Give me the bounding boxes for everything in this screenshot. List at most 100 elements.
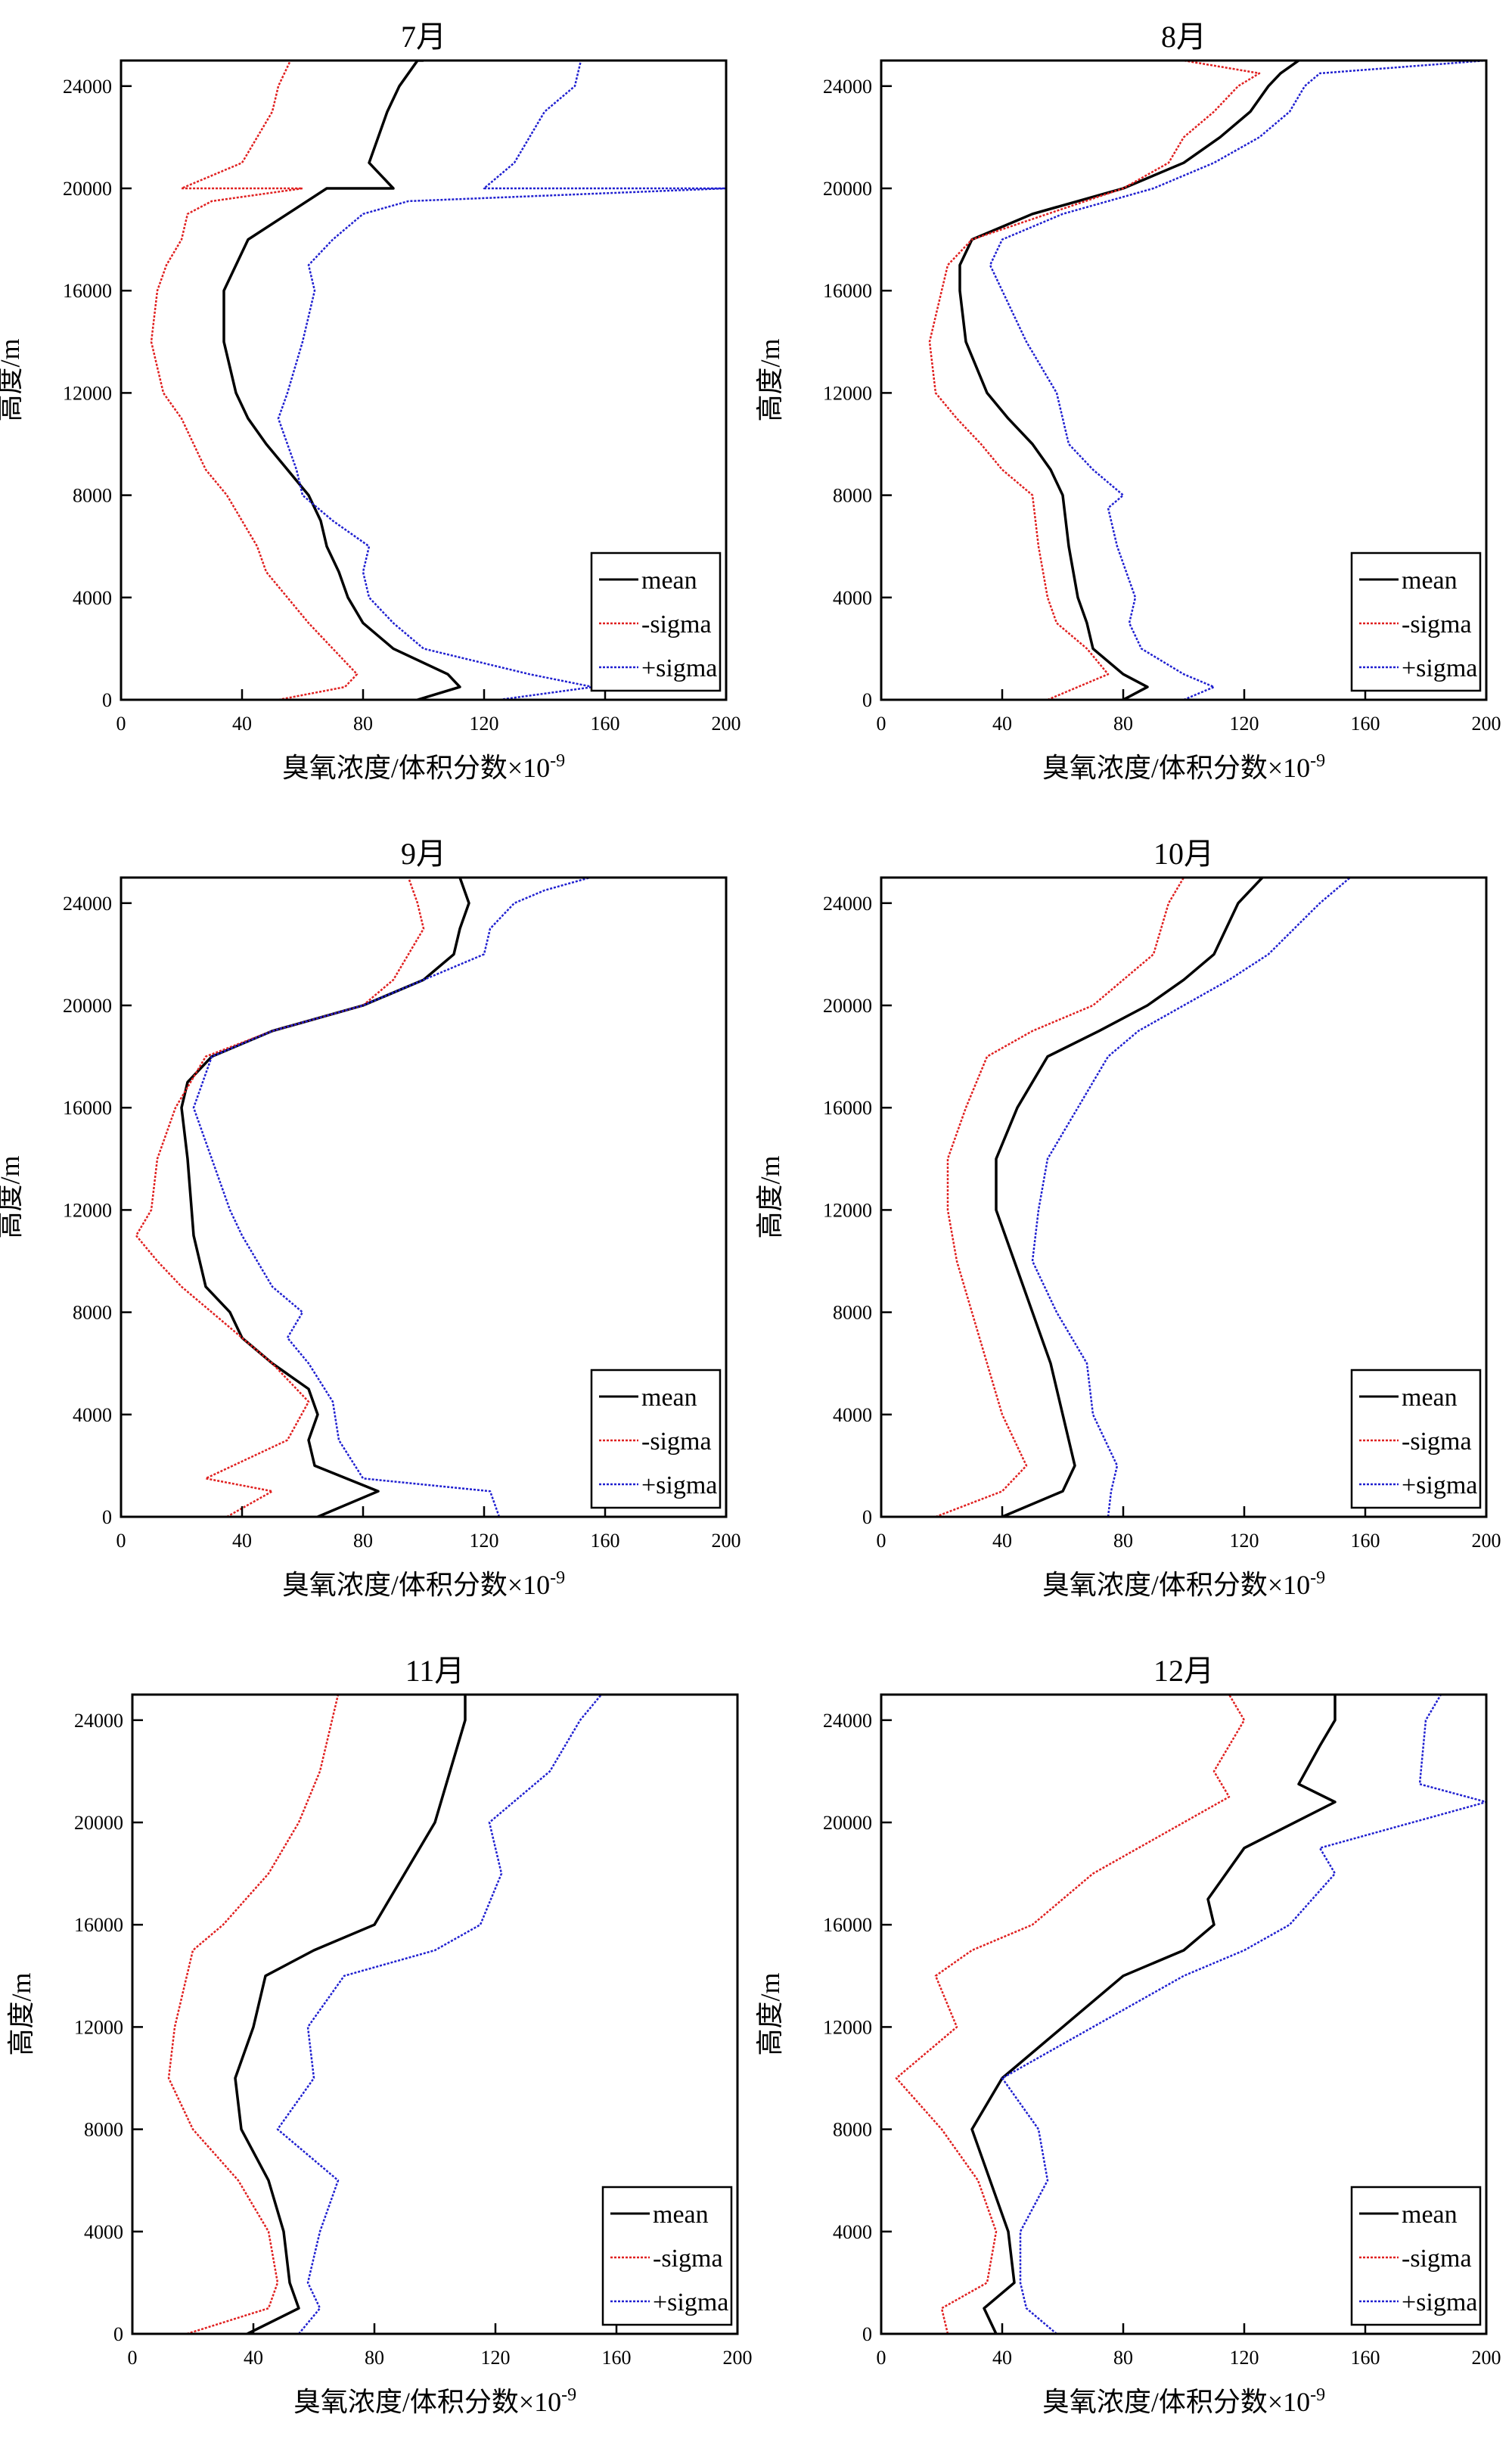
legend-box	[590, 1369, 722, 1509]
legend: mean -sigma +sigma	[1350, 2186, 1482, 2326]
series-line-minus-sigma	[935, 878, 1185, 1517]
y-tick-label: 24000	[63, 76, 112, 98]
x-axis-label-exponent: -9	[550, 751, 565, 771]
series-line-mean	[222, 61, 461, 700]
chart-4: 0 40 80 120 160 200 0 4000 8000 12000 16000 20000 24…	[755, 837, 1501, 1600]
x-tick-label: 120	[470, 713, 499, 735]
x-tick-label: 40	[232, 1530, 252, 1552]
legend: mean -sigma +sigma	[590, 1369, 722, 1509]
x-tick-label: 0	[877, 713, 886, 735]
chart-title: 12月	[1153, 1654, 1214, 1688]
plot-frame	[131, 1693, 739, 2335]
y-tick-label: 4000	[833, 1404, 872, 1426]
x-axis-label-exponent: -9	[550, 1568, 565, 1588]
x-tick-label: 40	[992, 713, 1012, 735]
series-line-minus-sigma	[167, 1695, 340, 2334]
x-axis-label: 臭氧浓度/体积分数×10-9	[1042, 2385, 1325, 2417]
y-tick-label: 12000	[63, 1199, 112, 1221]
y-tick-label: 4000	[84, 2221, 123, 2243]
legend-label: -sigma	[653, 2245, 723, 2273]
x-tick-label: 0	[116, 1530, 126, 1552]
y-tick-label: 12000	[74, 2016, 123, 2038]
chart-title: 7月	[401, 20, 446, 54]
y-tick-label: 16000	[74, 1914, 123, 1936]
y-tick-label: 8000	[833, 485, 872, 507]
x-axis-label-main: 臭氧浓度/体积分数×10	[1042, 2387, 1310, 2417]
x-tick-label: 120	[1230, 2347, 1259, 2369]
x-tick-label: 0	[877, 2347, 886, 2369]
x-tick-label: 80	[353, 713, 373, 735]
x-tick-label: 200	[712, 713, 741, 735]
x-axis-label: 臭氧浓度/体积分数×10-9	[282, 1568, 565, 1600]
y-tick-label: 8000	[84, 2119, 123, 2141]
plot-frame	[880, 876, 1488, 1518]
chart-title: 8月	[1161, 20, 1206, 54]
legend-label: +sigma	[1402, 654, 1477, 682]
y-tick-label: 20000	[63, 178, 112, 200]
y-axis-label: 高度/m	[6, 1972, 36, 2055]
legend-label: -sigma	[1402, 2245, 1472, 2273]
y-tick-label: 8000	[73, 1302, 112, 1324]
y-axis-label: 高度/m	[0, 338, 25, 421]
y-tick-label: 8000	[833, 2119, 872, 2141]
x-tick-label: 200	[1472, 2347, 1501, 2369]
x-tick-label: 200	[1472, 1530, 1501, 1552]
legend-label: +sigma	[641, 1471, 717, 1499]
chart-5: 0 40 80 120 160 200 0 4000 8000 12000 16000 20000 24…	[6, 1654, 753, 2417]
y-tick-label: 0	[102, 1506, 112, 1528]
x-tick-label: 0	[877, 1530, 886, 1552]
x-axis-label-main: 臭氧浓度/体积分数×10	[1042, 753, 1310, 783]
x-tick-label: 200	[723, 2347, 753, 2369]
x-tick-label: 80	[353, 1530, 373, 1552]
series-line-mean	[995, 878, 1264, 1517]
legend-label: +sigma	[641, 654, 717, 682]
x-tick-label: 200	[1472, 713, 1501, 735]
y-tick-label: 0	[113, 2323, 123, 2345]
y-tick-label: 24000	[823, 76, 872, 98]
series-line-mean	[234, 1695, 467, 2334]
chart-3: 0 40 80 120 160 200 0 4000 8000 12000 16000 20000 24…	[0, 837, 741, 1600]
y-tick-label: 12000	[823, 382, 872, 404]
x-tick-label: 40	[244, 2347, 263, 2369]
y-tick-label: 20000	[63, 995, 112, 1017]
legend: mean -sigma +sigma	[590, 551, 722, 692]
series-line-minus-sigma	[150, 61, 359, 700]
legend-label: mean	[1402, 2201, 1458, 2229]
x-axis-label: 臭氧浓度/体积分数×10-9	[293, 2385, 576, 2417]
series-line-plus-sigma	[1001, 1695, 1486, 2334]
y-tick-label: 4000	[833, 2221, 872, 2243]
legend-label: mean	[1402, 567, 1458, 595]
y-tick-label: 0	[102, 689, 112, 711]
y-tick-label: 4000	[73, 1404, 112, 1426]
series-line-plus-sigma	[276, 1695, 602, 2334]
x-axis-label: 臭氧浓度/体积分数×10-9	[1042, 751, 1325, 783]
y-axis-label: 高度/m	[755, 338, 785, 421]
y-tick-label: 16000	[823, 280, 872, 302]
legend-label: +sigma	[1402, 2288, 1477, 2316]
series-line-minus-sigma	[135, 878, 425, 1517]
y-tick-label: 16000	[63, 1097, 112, 1119]
y-tick-label: 12000	[823, 1199, 872, 1221]
x-axis-label-exponent: -9	[561, 2385, 576, 2405]
y-tick-label: 24000	[823, 1710, 872, 1732]
x-tick-label: 160	[1351, 2347, 1380, 2369]
legend-label: mean	[641, 567, 697, 595]
plot-frame	[120, 59, 728, 701]
x-axis-label: 臭氧浓度/体积分数×10-9	[1042, 1568, 1325, 1600]
legend: mean -sigma +sigma	[1350, 551, 1482, 692]
x-tick-label: 40	[992, 2347, 1012, 2369]
x-tick-label: 80	[1113, 2347, 1133, 2369]
y-tick-label: 20000	[823, 178, 872, 200]
legend-box	[1350, 1369, 1482, 1509]
series-line-plus-sigma	[192, 878, 591, 1517]
y-tick-label: 24000	[74, 1710, 123, 1732]
legend: mean -sigma +sigma	[601, 2186, 733, 2326]
chart-title: 10月	[1153, 837, 1214, 871]
x-tick-label: 120	[1230, 1530, 1259, 1552]
series-line-mean	[180, 878, 470, 1517]
x-tick-label: 160	[591, 1530, 620, 1552]
x-tick-label: 160	[602, 2347, 632, 2369]
legend-box	[590, 551, 722, 692]
chart-title: 11月	[405, 1654, 465, 1688]
y-tick-label: 4000	[73, 587, 112, 609]
